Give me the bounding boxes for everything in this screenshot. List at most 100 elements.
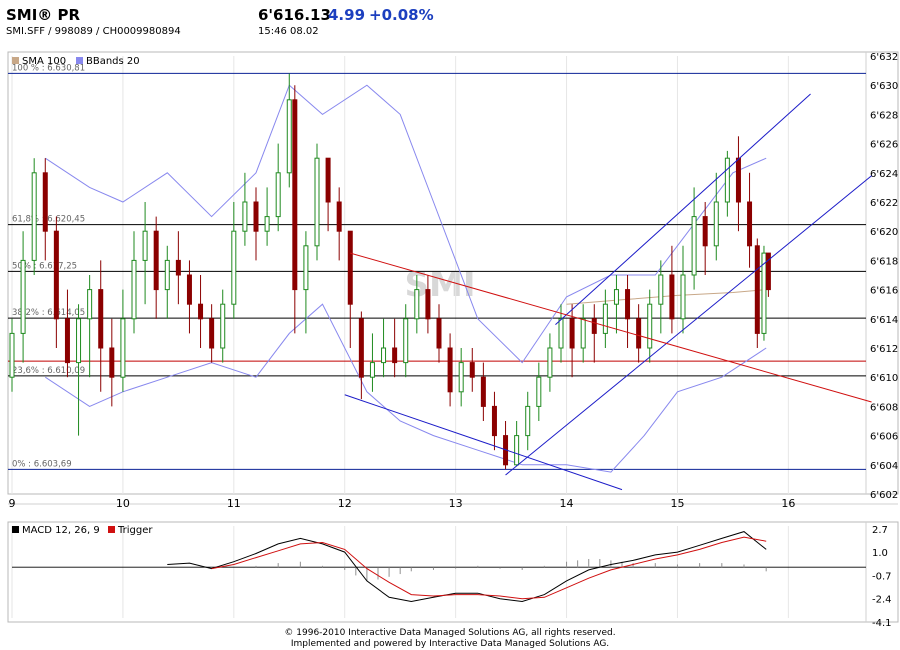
candle-body-16: [186, 274, 192, 305]
legend-swatch-macd: [12, 526, 19, 533]
candle-body-24: [275, 172, 281, 218]
candle-body-4: [53, 230, 59, 320]
candle-body-44: [491, 405, 497, 437]
candle-body-2: [31, 172, 37, 261]
candle-body-15: [175, 259, 181, 276]
candle-body-61: [680, 274, 686, 320]
symbol-identifiers: SMI.SFF / 998089 / CH0009980894: [6, 26, 181, 37]
candle-body-43: [480, 376, 486, 407]
y-tick-label: 6'620: [870, 227, 898, 238]
powered-by-line: Implemented and powered by Interactive D…: [290, 639, 610, 649]
y-tick-label: 6'616: [870, 286, 898, 297]
fib-label-0: 100 % : 6.630,81: [12, 63, 85, 73]
candle-body-46: [514, 435, 520, 466]
copyright-line: © 1996-2010 Interactive Data Managed Sol…: [284, 628, 616, 638]
candle-body-8: [98, 289, 104, 349]
y-tick-label: 6'630: [870, 81, 898, 92]
candle-body-62: [691, 216, 697, 276]
candle-body-60: [669, 274, 675, 320]
candle-body-55: [613, 289, 619, 305]
macd-y-tick-label: 1.0: [872, 548, 888, 559]
candle-body-58: [647, 303, 653, 349]
y-tick-label: 6'626: [870, 140, 898, 151]
candle-body-11: [131, 259, 137, 320]
candle-body-63: [702, 216, 708, 247]
sma100-line: [566, 289, 767, 305]
candle-body-70: [765, 252, 771, 291]
candle-body-56: [625, 289, 631, 320]
trigger-line: [211, 536, 767, 600]
bbands-upper-line: [45, 84, 767, 364]
x-tick-label: 9: [9, 497, 16, 510]
macd-y-tick-label: -2.4: [872, 595, 892, 606]
x-tick-label: 13: [449, 497, 463, 510]
candle-body-17: [198, 303, 204, 320]
y-tick-label: 6'632: [870, 52, 898, 63]
fib-label-4: 23,6% : 6.610,09: [12, 366, 85, 376]
candle-body-57: [636, 318, 642, 349]
y-tick-label: 6'622: [870, 198, 898, 209]
macd-y-tick-label: -0.7: [872, 571, 892, 582]
y-tick-label: 6'604: [870, 461, 898, 472]
candle-body-5: [64, 318, 70, 364]
candle-body-49: [547, 347, 553, 378]
candle-body-18: [209, 318, 215, 349]
candle-body-7: [87, 289, 93, 320]
y-tick-label: 6'602: [870, 490, 898, 501]
candle-body-35: [392, 347, 398, 364]
legend-swatch-sma: [12, 57, 19, 64]
x-tick-label: 10: [116, 497, 130, 510]
trendline-1: [505, 175, 872, 476]
legend-label-macd: MACD 12, 26, 9: [22, 525, 100, 536]
fib-label-1: 61,8% : 6.620,45: [12, 215, 85, 225]
y-tick-label: 6'628: [870, 110, 898, 121]
candle-body-68: [754, 245, 760, 334]
candle-body-0: [9, 332, 15, 378]
candle-body-12: [142, 230, 148, 261]
y-tick-label: 6'612: [870, 344, 898, 355]
candle-body-29: [325, 157, 331, 203]
candle-body-41: [458, 362, 464, 393]
candle-body-10: [120, 318, 126, 378]
y-tick-label: 6'606: [870, 432, 898, 443]
candle-body-64: [713, 201, 719, 247]
trendline-0: [344, 394, 623, 491]
legend-swatch-trigger: [108, 526, 115, 533]
candle-body-30: [336, 201, 342, 232]
candle-body-9: [109, 347, 115, 378]
candle-body-67: [747, 201, 753, 247]
candle-body-66: [735, 157, 741, 203]
candle-body-27: [303, 245, 309, 291]
candle-body-40: [447, 347, 453, 393]
x-tick-label: 11: [227, 497, 241, 510]
candle-body-21: [242, 201, 248, 232]
macd-line: [167, 531, 767, 603]
legend-label-trigger: Trigger: [117, 525, 153, 536]
price-change: 4.99: [328, 6, 366, 24]
candle-body-38: [425, 289, 431, 320]
x-tick-label: 12: [338, 497, 352, 510]
macd-y-tick-label: 2.7: [872, 525, 888, 536]
candle-body-53: [591, 318, 597, 334]
candle-body-20: [231, 230, 237, 305]
candle-body-22: [253, 201, 259, 232]
y-tick-label: 6'610: [870, 373, 898, 384]
candle-body-19: [220, 303, 226, 349]
candle-body-65: [724, 157, 730, 203]
y-tick-label: 6'614: [870, 315, 898, 326]
candle-body-42: [469, 362, 475, 378]
fib-label-3: 38,2% : 6.614,05: [12, 308, 85, 318]
candle-body-52: [580, 318, 586, 349]
symbol-title: SMI® PR: [6, 6, 81, 24]
candle-body-39: [436, 318, 442, 349]
candle-body-47: [525, 405, 531, 437]
main-panel-frame: [7, 51, 899, 495]
candle-body-48: [536, 376, 542, 407]
quote-header: SMI® PR SMI.SFF / 998089 / CH0009980894 …: [0, 0, 900, 44]
candle-body-50: [558, 318, 564, 349]
fib-label-2: 50% : 6.617,25: [12, 261, 77, 271]
bbands-lower-line: [45, 303, 767, 473]
candle-body-37: [414, 289, 420, 320]
candle-body-28: [314, 157, 320, 247]
